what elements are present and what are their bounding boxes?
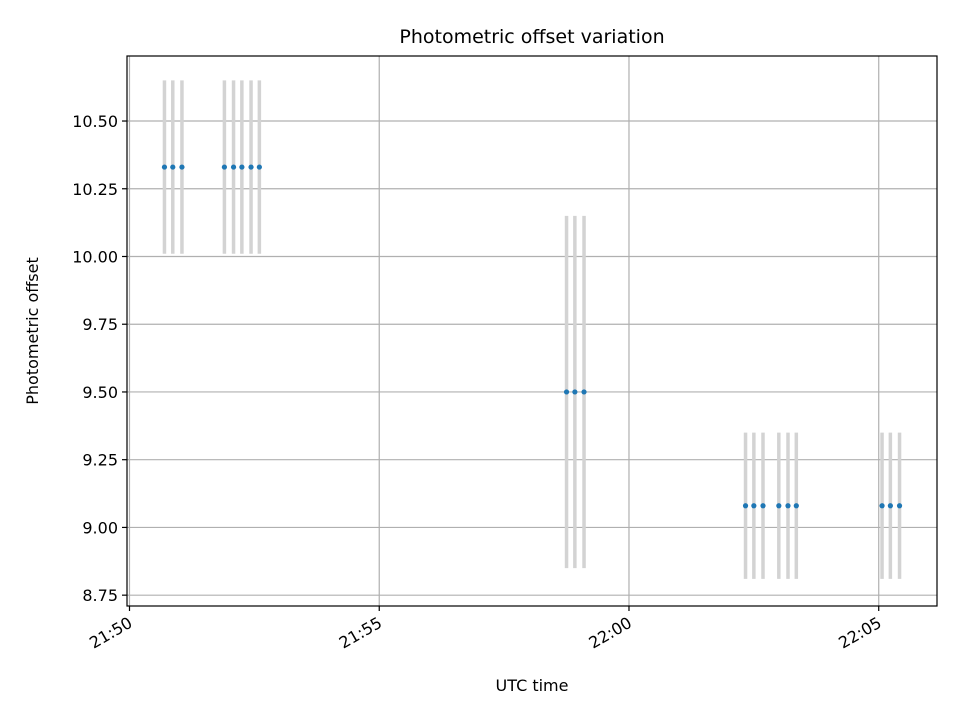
data-point (256, 164, 262, 170)
y-tick-label: 10.00 (72, 247, 118, 266)
data-point (785, 503, 791, 509)
y-tick-label: 9.00 (82, 518, 118, 537)
y-tick-label: 9.75 (82, 315, 118, 334)
data-point (776, 503, 782, 509)
data-point (161, 164, 168, 170)
data-point (230, 164, 237, 170)
data-point (170, 164, 176, 170)
data-point (760, 503, 766, 509)
data-point (793, 503, 799, 509)
y-tick-label: 9.50 (82, 383, 118, 402)
x-tick-label: 21:50 (86, 613, 135, 653)
data-point (896, 503, 903, 509)
y-tick-label: 8.75 (82, 586, 118, 605)
y-tick-label: 9.25 (82, 451, 118, 470)
data-points (161, 164, 903, 509)
plot-area (127, 56, 937, 606)
x-axis-label: UTC time (496, 676, 569, 695)
plot-frame (126, 55, 938, 607)
x-tick-label: 22:05 (835, 613, 884, 653)
grid (127, 56, 937, 606)
y-tick-label: 10.50 (72, 112, 118, 131)
data-point (572, 389, 578, 395)
data-point (221, 164, 227, 170)
data-point (581, 389, 587, 395)
y-axis-label: Photometric offset (23, 257, 42, 405)
data-point (248, 164, 254, 170)
data-point (239, 164, 245, 170)
y-axis-ticks: 8.75 9.00 9.25 9.50 9.75 10.00 10.25 10.50 (72, 112, 127, 605)
data-point (879, 503, 885, 509)
y-tick-label: 10.25 (72, 180, 118, 199)
data-point (563, 389, 570, 395)
x-axis-ticks: 21:50 21:55 22:00 22:05 (86, 606, 885, 653)
x-tick-label: 21:55 (336, 613, 385, 653)
x-tick-label: 22:00 (586, 613, 635, 653)
data-point (887, 503, 893, 509)
chart-title: Photometric offset variation (399, 26, 664, 48)
data-point (742, 503, 749, 509)
data-point (751, 503, 757, 509)
data-point (179, 164, 185, 170)
